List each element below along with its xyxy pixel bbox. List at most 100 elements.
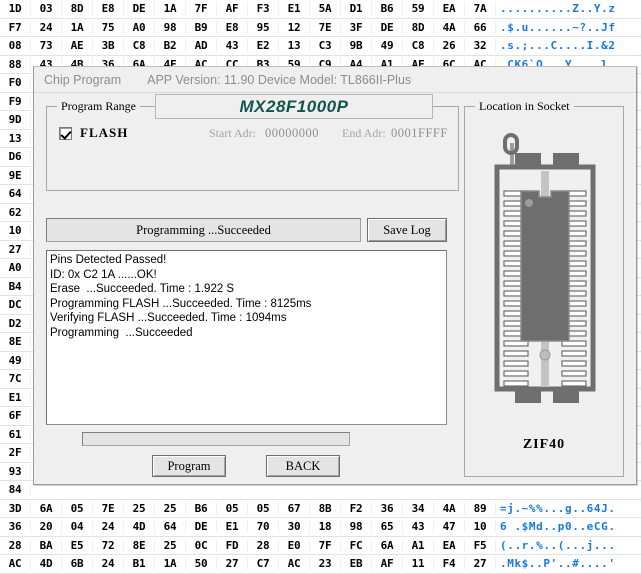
hex-byte-cell[interactable]: 24 xyxy=(93,520,124,534)
hex-byte-cell[interactable]: A0 xyxy=(124,20,155,34)
hex-byte-cell[interactable]: 3D xyxy=(0,501,31,515)
hex-byte-cell[interactable]: E8 xyxy=(93,2,124,16)
hex-byte-cell[interactable]: 4D xyxy=(31,557,62,571)
hex-byte-cell[interactable]: 20 xyxy=(31,520,62,534)
hex-byte-cell[interactable]: 95 xyxy=(248,20,279,34)
hex-byte-cell[interactable]: 4D xyxy=(124,520,155,534)
hex-byte-cell[interactable]: DE xyxy=(124,2,155,16)
hex-byte-cell[interactable]: F4 xyxy=(434,557,465,571)
hex-byte-cell[interactable]: F5 xyxy=(465,538,496,552)
hex-byte-cell[interactable]: E1 xyxy=(217,520,248,534)
hex-byte-cell[interactable]: 1A xyxy=(155,2,186,16)
hex-byte-cell[interactable]: 10 xyxy=(0,224,31,238)
hex-byte-cell[interactable]: 11 xyxy=(403,557,434,571)
hex-byte-cell[interactable]: 88 xyxy=(0,57,31,71)
save-log-button[interactable]: Save Log xyxy=(367,218,447,242)
hex-byte-cell[interactable]: E1 xyxy=(0,390,31,404)
hex-byte-cell[interactable]: 9D xyxy=(0,113,31,127)
hex-byte-cell[interactable]: AC xyxy=(279,557,310,571)
hex-byte-cell[interactable]: 24 xyxy=(93,557,124,571)
hex-byte-cell[interactable]: 32 xyxy=(465,39,496,53)
hex-byte-cell[interactable]: 4A xyxy=(434,20,465,34)
hex-byte-cell[interactable]: BA xyxy=(31,538,62,552)
hex-byte-cell[interactable]: 7E xyxy=(93,501,124,515)
hex-byte-cell[interactable]: 98 xyxy=(155,20,186,34)
hex-row[interactable]: 08 73 AE 3B C8 B2 AD 43 E2 13 C3 9B 49 C8 26 32 .s.;...C… xyxy=(0,37,641,56)
hex-byte-cell[interactable]: 6F xyxy=(0,409,31,423)
hex-byte-cell[interactable]: B9 xyxy=(186,20,217,34)
hex-byte-cell[interactable]: 8D xyxy=(62,2,93,16)
hex-byte-cell[interactable]: 28 xyxy=(0,538,31,552)
hex-byte-cell[interactable]: DE xyxy=(186,520,217,534)
hex-byte-cell[interactable]: 25 xyxy=(155,538,186,552)
hex-byte-cell[interactable]: AD xyxy=(186,39,217,53)
hex-row[interactable]: 36 20 04 24 4D 64 DE E1 70 30 18 98 65 43 47 10 6 .$Md..… xyxy=(0,518,641,537)
hex-byte-cell[interactable]: 7F xyxy=(310,538,341,552)
hex-byte-cell[interactable]: 27 xyxy=(217,557,248,571)
hex-byte-cell[interactable]: 72 xyxy=(93,538,124,552)
hex-byte-cell[interactable]: D1 xyxy=(341,2,372,16)
hex-byte-cell[interactable]: 05 xyxy=(217,501,248,515)
hex-byte-cell[interactable]: 43 xyxy=(403,520,434,534)
hex-byte-cell[interactable]: 49 xyxy=(0,353,31,367)
hex-row[interactable]: F7 24 1A 75 A0 98 B9 E8 95 12 7E 3F DE 8D 4A 66 .$.u....… xyxy=(0,19,641,37)
flash-checkbox[interactable] xyxy=(59,126,72,140)
hex-byte-cell[interactable]: DE xyxy=(372,20,403,34)
hex-byte-cell[interactable]: 65 xyxy=(372,520,403,534)
hex-byte-cell[interactable]: 9B xyxy=(341,39,372,53)
hex-byte-cell[interactable]: B1 xyxy=(124,557,155,571)
hex-row[interactable]: 28 BA E5 72 8E 25 0C FD 28 E0 7F FC 6A A1 EA F5 (..r.%..… xyxy=(0,537,641,555)
hex-byte-cell[interactable]: E1 xyxy=(279,2,310,16)
hex-byte-cell[interactable]: E5 xyxy=(62,538,93,552)
hex-byte-cell[interactable]: F7 xyxy=(0,20,31,34)
hex-byte-cell[interactable]: 1A xyxy=(62,20,93,34)
hex-byte-cell[interactable]: AF xyxy=(217,2,248,16)
hex-row[interactable]: 3D 6A 05 7E 25 25 B6 05 05 67 8B F2 36 34 4A 89 =j.~%%..… xyxy=(0,500,641,518)
hex-byte-cell[interactable]: 34 xyxy=(403,501,434,515)
hex-byte-cell[interactable]: EA xyxy=(434,2,465,16)
hex-byte-cell[interactable]: 7F xyxy=(186,2,217,16)
hex-byte-cell[interactable]: E8 xyxy=(217,20,248,34)
hex-byte-cell[interactable]: 36 xyxy=(0,520,31,534)
hex-byte-cell[interactable]: 30 xyxy=(279,520,310,534)
end-adr-value[interactable]: 0001FFFF xyxy=(391,125,448,140)
hex-byte-cell[interactable]: B6 xyxy=(186,501,217,515)
hex-byte-cell[interactable]: 28 xyxy=(248,538,279,552)
hex-byte-cell[interactable]: 8D xyxy=(403,20,434,34)
hex-byte-cell[interactable]: FC xyxy=(341,538,372,552)
hex-byte-cell[interactable]: C8 xyxy=(124,39,155,53)
hex-byte-cell[interactable]: FD xyxy=(217,538,248,552)
hex-byte-cell[interactable]: 66 xyxy=(465,20,496,34)
hex-byte-cell[interactable]: 43 xyxy=(217,39,248,53)
hex-byte-cell[interactable]: D2 xyxy=(0,316,31,330)
hex-byte-cell[interactable]: 59 xyxy=(403,2,434,16)
hex-byte-cell[interactable]: 9E xyxy=(0,168,31,182)
hex-byte-cell[interactable]: B2 xyxy=(155,39,186,53)
back-button[interactable]: BACK xyxy=(266,455,340,477)
hex-byte-cell[interactable]: 26 xyxy=(434,39,465,53)
hex-byte-cell[interactable]: 05 xyxy=(248,501,279,515)
hex-byte-cell[interactable]: 73 xyxy=(31,39,62,53)
hex-byte-cell[interactable]: 75 xyxy=(93,20,124,34)
hex-byte-cell[interactable]: 0C xyxy=(186,538,217,552)
program-button[interactable]: Program xyxy=(152,455,226,477)
hex-byte-cell[interactable]: F2 xyxy=(341,501,372,515)
hex-byte-cell[interactable]: 5A xyxy=(310,2,341,16)
hex-byte-cell[interactable]: C3 xyxy=(310,39,341,53)
hex-byte-cell[interactable]: 67 xyxy=(279,501,310,515)
hex-byte-cell[interactable]: 25 xyxy=(155,501,186,515)
hex-byte-cell[interactable]: 23 xyxy=(310,557,341,571)
hex-byte-cell[interactable]: 04 xyxy=(62,520,93,534)
hex-byte-cell[interactable]: 8E xyxy=(0,335,31,349)
hex-byte-cell[interactable]: 64 xyxy=(0,187,31,201)
log-textarea[interactable]: Pins Detected Passed! ID: 0x C2 1A ......… xyxy=(46,250,447,425)
hex-byte-cell[interactable]: 05 xyxy=(62,501,93,515)
hex-byte-cell[interactable]: F0 xyxy=(0,76,31,90)
hex-byte-cell[interactable]: 12 xyxy=(279,20,310,34)
hex-byte-cell[interactable]: 89 xyxy=(465,501,496,515)
hex-byte-cell[interactable]: 50 xyxy=(186,557,217,571)
hex-byte-cell[interactable]: 3F xyxy=(341,20,372,34)
hex-byte-cell[interactable]: A1 xyxy=(403,538,434,552)
hex-byte-cell[interactable]: 03 xyxy=(31,2,62,16)
hex-byte-cell[interactable]: 6A xyxy=(372,538,403,552)
